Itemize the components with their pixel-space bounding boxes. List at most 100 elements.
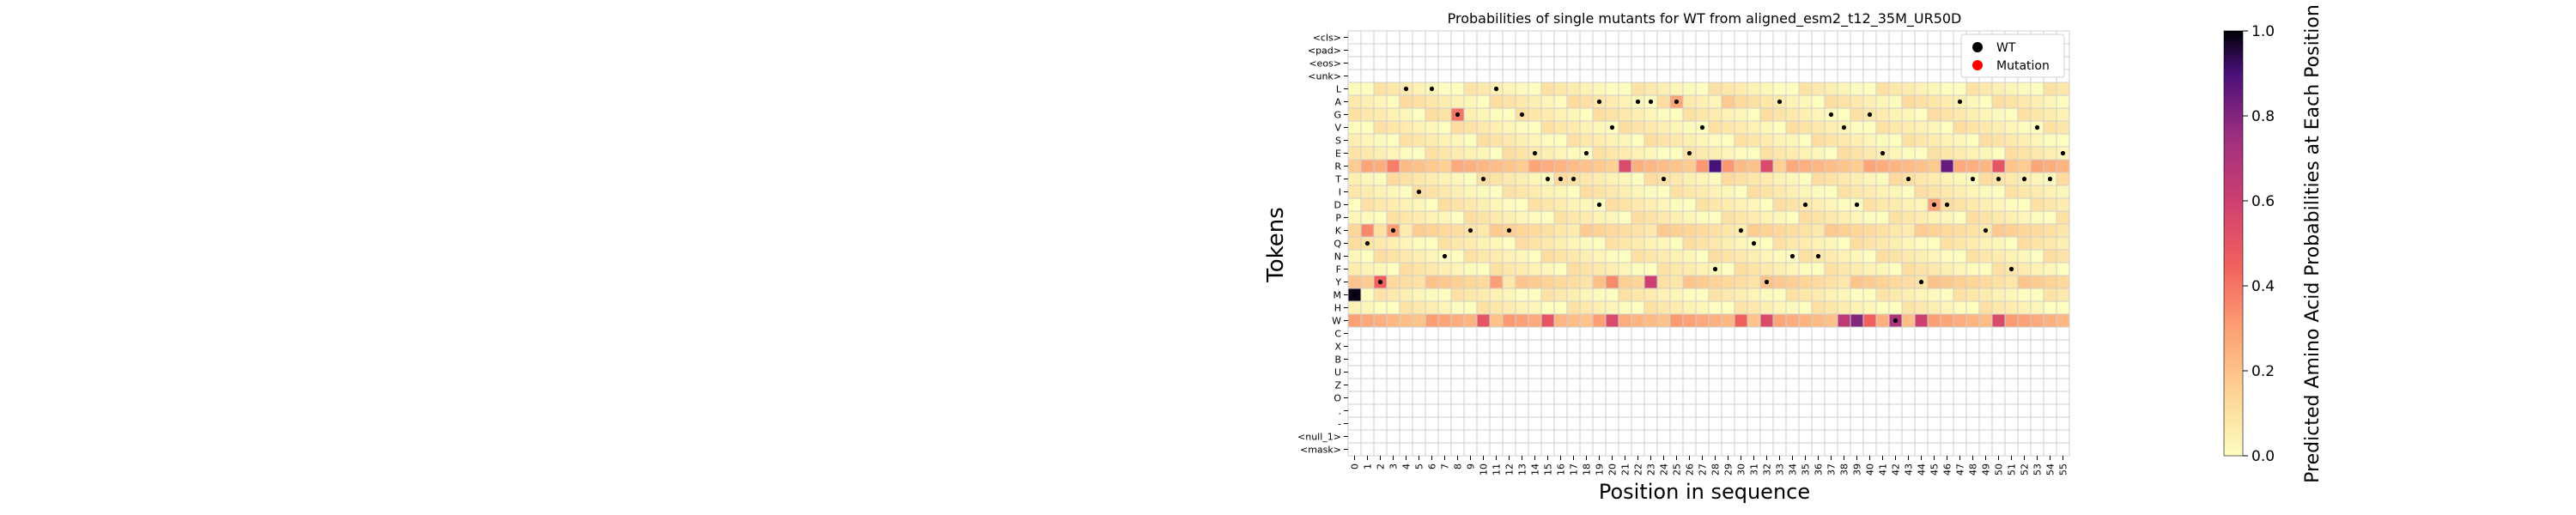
heatmap-cell	[1619, 301, 1631, 314]
heatmap-cell	[2005, 147, 2018, 160]
heatmap-cell	[1992, 82, 2005, 95]
x-tick-label: 0	[1350, 464, 1361, 470]
x-tick-label: 19	[1595, 464, 1606, 476]
x-tick-label: 43	[1904, 464, 1915, 476]
heatmap-cell	[1348, 237, 1361, 250]
heatmap-cell	[1374, 160, 1387, 173]
x-tick-label: 12	[1504, 464, 1516, 476]
heatmap-cell	[1554, 288, 1567, 301]
heatmap-cell	[1619, 134, 1631, 147]
heatmap-cell	[1786, 121, 1799, 134]
heatmap-cell	[1348, 160, 1361, 173]
heatmap-cell	[2031, 276, 2044, 288]
heatmap-cell	[1387, 250, 1400, 263]
heatmap-cell	[1902, 237, 1915, 250]
heatmap-cell	[1941, 185, 1953, 198]
heatmap-cell	[2031, 237, 2044, 250]
heatmap-cell	[1425, 224, 1438, 237]
heatmap-cell	[1644, 173, 1657, 185]
y-tick-label: Z	[1334, 380, 1341, 391]
heatmap-cell	[1838, 95, 1850, 108]
heatmap-cell	[1825, 95, 1838, 108]
heatmap-cell	[2044, 147, 2057, 160]
heatmap-cell	[2018, 211, 2031, 224]
heatmap-cell	[1979, 134, 1992, 147]
heatmap-cell	[1683, 121, 1696, 134]
heatmap-cell	[1696, 198, 1709, 211]
heatmap-cell	[1657, 276, 1670, 288]
heatmap-cell	[1400, 250, 1413, 263]
y-tick-label: -	[1338, 419, 1341, 430]
heatmap-cell	[1812, 211, 1825, 224]
heatmap-cell	[1670, 185, 1683, 198]
heatmap-cell	[1915, 224, 1928, 237]
heatmap-cell	[1490, 237, 1503, 250]
heatmap-cell	[1735, 301, 1747, 314]
heatmap-cell	[2031, 250, 2044, 263]
heatmap-cell	[1966, 288, 1979, 301]
wt-marker	[1455, 112, 1461, 118]
heatmap-cell	[1825, 250, 1838, 263]
x-tick-label: 38	[1839, 464, 1850, 476]
colorbar-ticks: 0.0 0.2 0.4 0.6 0.8 1.0	[2243, 23, 2275, 465]
wt-marker	[1931, 202, 1937, 208]
heatmap-cell	[1490, 121, 1503, 134]
heatmap-cell	[2057, 108, 2069, 121]
heatmap-cell	[1451, 95, 1464, 108]
heatmap-cell	[1516, 276, 1528, 288]
heatmap-cell	[1966, 198, 1979, 211]
heatmap-cell	[2031, 185, 2044, 198]
heatmap-cell	[1451, 250, 1464, 263]
heatmap-cell	[1735, 211, 1747, 224]
heatmap-cell	[1773, 160, 1786, 173]
x-axis-label: Position in sequence	[1599, 480, 1810, 504]
heatmap-cell	[1593, 211, 1606, 224]
heatmap-cell	[1541, 301, 1554, 314]
heatmap-cell	[1348, 314, 1361, 327]
heatmap-cell	[1477, 160, 1490, 173]
heatmap-cell	[1966, 314, 1979, 327]
heatmap-cell	[1451, 211, 1464, 224]
chart-title: Probabilities of single mutants for WT f…	[1448, 10, 1962, 27]
heatmap-cell	[1709, 134, 1722, 147]
heatmap-cell	[1979, 108, 1992, 121]
heatmap-cell	[1516, 160, 1528, 173]
heatmap-cell	[1580, 185, 1593, 198]
heatmap-cell	[1683, 160, 1696, 173]
heatmap-cell	[1438, 160, 1451, 173]
heatmap-cell	[1825, 237, 1838, 250]
heatmap-cell	[1606, 82, 1619, 95]
heatmap-cell	[1490, 301, 1503, 314]
heatmap-cell	[2031, 224, 2044, 237]
heatmap-cell	[1696, 263, 1709, 276]
x-tick-label: 16	[1556, 464, 1567, 476]
heatmap-cell	[1941, 263, 1953, 276]
heatmap-cell	[1593, 250, 1606, 263]
heatmap-cell	[1606, 211, 1619, 224]
heatmap-cell	[1464, 211, 1477, 224]
heatmap-cell	[1580, 108, 1593, 121]
heatmap-cell	[1606, 147, 1619, 160]
legend-mutation-label: Mutation	[1996, 59, 2050, 73]
wt-marker	[2021, 176, 2027, 182]
wt-marker	[2034, 124, 2040, 130]
heatmap-cell	[1348, 276, 1361, 288]
heatmap-cell	[1657, 224, 1670, 237]
heatmap-cell	[1735, 198, 1747, 211]
heatmap-cell	[1902, 211, 1915, 224]
wt-marker	[1635, 99, 1641, 105]
heatmap-cell	[2057, 237, 2069, 250]
heatmap-cell	[1438, 173, 1451, 185]
heatmap-cell	[1567, 301, 1580, 314]
heatmap-cell	[1631, 185, 1644, 198]
x-tick-label: 5	[1414, 464, 1425, 470]
heatmap-cell	[1516, 224, 1528, 237]
heatmap-cell	[1400, 160, 1413, 173]
x-tick-label: 7	[1440, 464, 1451, 470]
wt-marker	[1777, 99, 1783, 105]
colorbar-tick-label: 0.4	[2251, 278, 2275, 295]
heatmap-cell	[1644, 288, 1657, 301]
wt-marker	[1854, 202, 1860, 208]
heatmap-cell	[1593, 108, 1606, 121]
heatmap-cell	[1348, 224, 1361, 237]
